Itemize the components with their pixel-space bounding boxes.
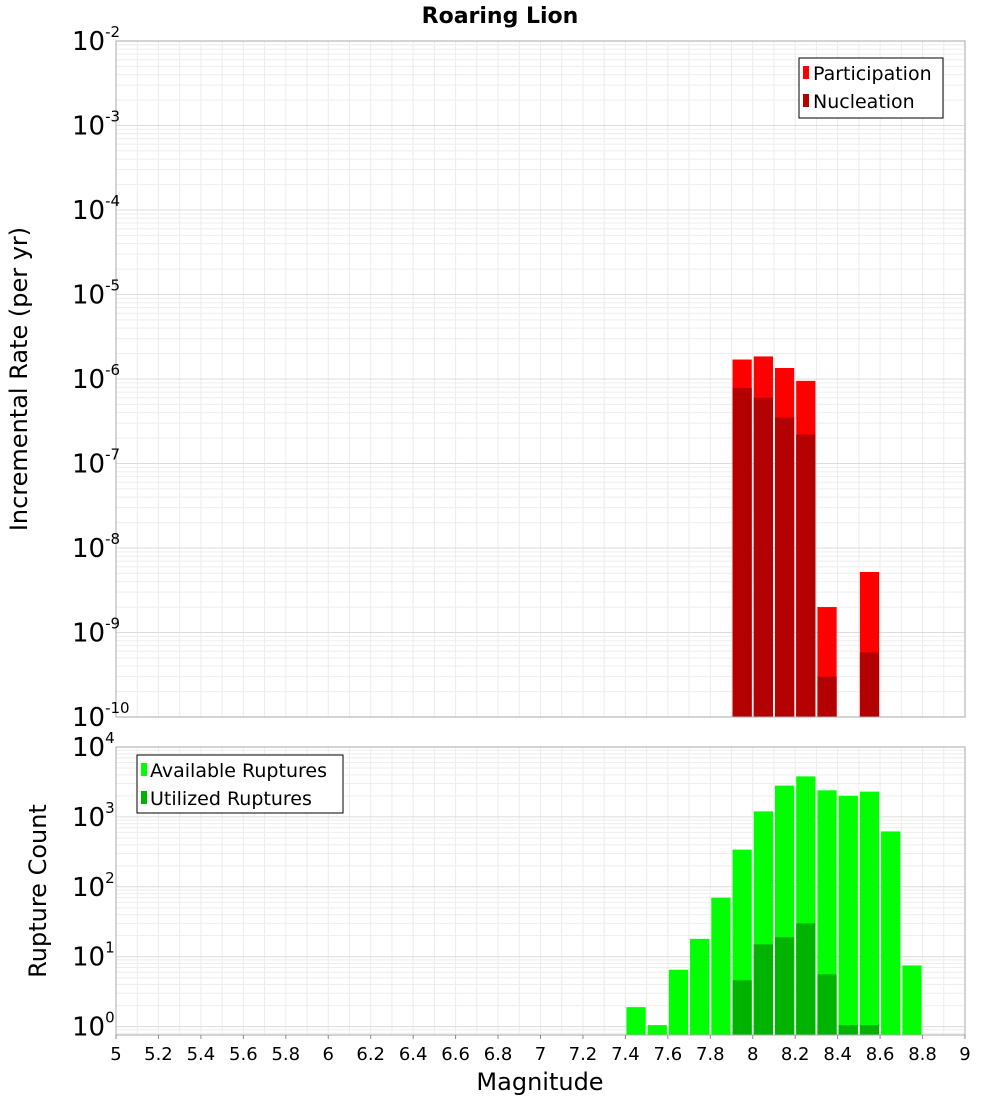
bar-nucleation [774, 417, 795, 717]
bar-nucleation [753, 397, 773, 717]
x-tick-label: 5.2 [144, 1044, 173, 1065]
x-tick-label: 8.2 [781, 1044, 810, 1065]
bar-available-ruptures [859, 791, 880, 1035]
bar-available-ruptures [881, 831, 901, 1035]
y-tick-label: 103 [72, 799, 115, 833]
legend-swatch-available-ruptures [141, 763, 147, 776]
bar-utilized-ruptures [753, 944, 773, 1035]
x-tick-label: 5.4 [187, 1044, 216, 1065]
bar-utilized-ruptures [838, 1025, 858, 1035]
bottom-legend-box [136, 754, 344, 814]
x-tick-label: 6.2 [356, 1044, 385, 1065]
legend-label-nucleation: Nucleation [813, 91, 915, 113]
top-y-axis-ticks: 10-2 10-3 10-4 10-5 10-6 10-7 10-8 10-9 10-10 [72, 23, 130, 733]
y-tick-label: 10-10 [72, 699, 130, 733]
y-tick-label: 101 [72, 939, 115, 973]
y-tick-label: 10-5 [72, 277, 120, 311]
x-tick-label: 8 [747, 1044, 758, 1065]
x-tick-label: 6.6 [441, 1044, 470, 1065]
top-legend: Participation Nucleation [798, 57, 944, 119]
x-tick-label: 8.8 [908, 1044, 937, 1065]
y-tick-label: 10-2 [72, 23, 120, 57]
legend-label-participation: Participation [813, 63, 932, 85]
y-tick-label: 10-6 [72, 361, 120, 395]
top-plot-bars [732, 356, 880, 717]
x-tick-label: 5.6 [229, 1044, 258, 1065]
bar-available-ruptures [647, 1025, 667, 1035]
bar-utilized-ruptures [732, 980, 752, 1035]
bar-available-ruptures [838, 795, 858, 1035]
legend-label-available-ruptures: Available Ruptures [150, 760, 327, 782]
bar-nucleation [796, 434, 816, 717]
x-tick-label: 6.4 [399, 1044, 428, 1065]
top-y-axis-label: Incremental Rate (per yr) [5, 227, 33, 531]
x-tick-label: 9 [959, 1044, 970, 1065]
top-legend-box [798, 57, 944, 119]
bar-available-ruptures [690, 938, 710, 1035]
x-tick-label: 5.8 [271, 1044, 300, 1065]
bottom-plot-bars [626, 776, 922, 1035]
x-tick-label: 8.4 [823, 1044, 852, 1065]
bar-utilized-ruptures [817, 974, 837, 1035]
chart-title: Roaring Lion [422, 4, 579, 29]
x-tick-label: 7 [535, 1044, 546, 1065]
y-tick-label: 100 [72, 1009, 115, 1043]
bar-utilized-ruptures [796, 923, 816, 1035]
bottom-y-axis-ticks: 104 103 102 101 100 [72, 729, 115, 1043]
bar-available-ruptures [817, 790, 837, 1035]
x-tick-label: 7.4 [611, 1044, 640, 1065]
y-tick-label: 10-8 [72, 530, 120, 564]
bar-available-ruptures [902, 965, 922, 1035]
bar-available-ruptures [668, 969, 689, 1035]
bar-available-ruptures [711, 897, 731, 1035]
legend-swatch-utilized-ruptures [141, 791, 147, 804]
x-tick-label: 7.6 [654, 1044, 683, 1065]
x-tick-label: 5 [110, 1044, 121, 1065]
y-tick-label: 10-9 [72, 615, 120, 649]
x-tick-label: 6 [323, 1044, 334, 1065]
x-tick-label: 7.2 [569, 1044, 598, 1065]
y-tick-label: 10-3 [72, 108, 120, 142]
bar-utilized-ruptures [774, 937, 795, 1035]
y-tick-label: 102 [72, 869, 115, 903]
bar-available-ruptures [626, 1007, 646, 1035]
x-tick-label: 8.6 [866, 1044, 895, 1065]
top-plot-gridlines [115, 40, 966, 718]
x-tick-label: 6.8 [484, 1044, 513, 1065]
y-tick-label: 10-4 [72, 192, 120, 226]
bottom-legend: Available Ruptures Utilized Ruptures [136, 754, 344, 814]
y-tick-label: 104 [72, 729, 115, 763]
top-plot-frame [115, 40, 966, 718]
bar-nucleation [732, 388, 752, 717]
bottom-y-axis-label: Rupture Count [24, 804, 52, 978]
bar-nucleation [859, 652, 880, 717]
legend-swatch-nucleation [803, 94, 809, 107]
bar-nucleation [817, 676, 837, 717]
x-axis-label: Magnitude [476, 1068, 603, 1096]
x-axis-ticks: 5 5.2 5.4 5.6 5.8 6 6.2 6.4 6.6 6.8 7 7.2 7.4 7.6 7.8 8… [110, 1035, 971, 1065]
legend-label-utilized-ruptures: Utilized Ruptures [150, 788, 312, 810]
y-tick-label: 10-7 [72, 446, 120, 480]
x-tick-label: 7.8 [696, 1044, 725, 1065]
bar-utilized-ruptures [859, 1025, 880, 1035]
legend-swatch-participation [803, 66, 809, 79]
